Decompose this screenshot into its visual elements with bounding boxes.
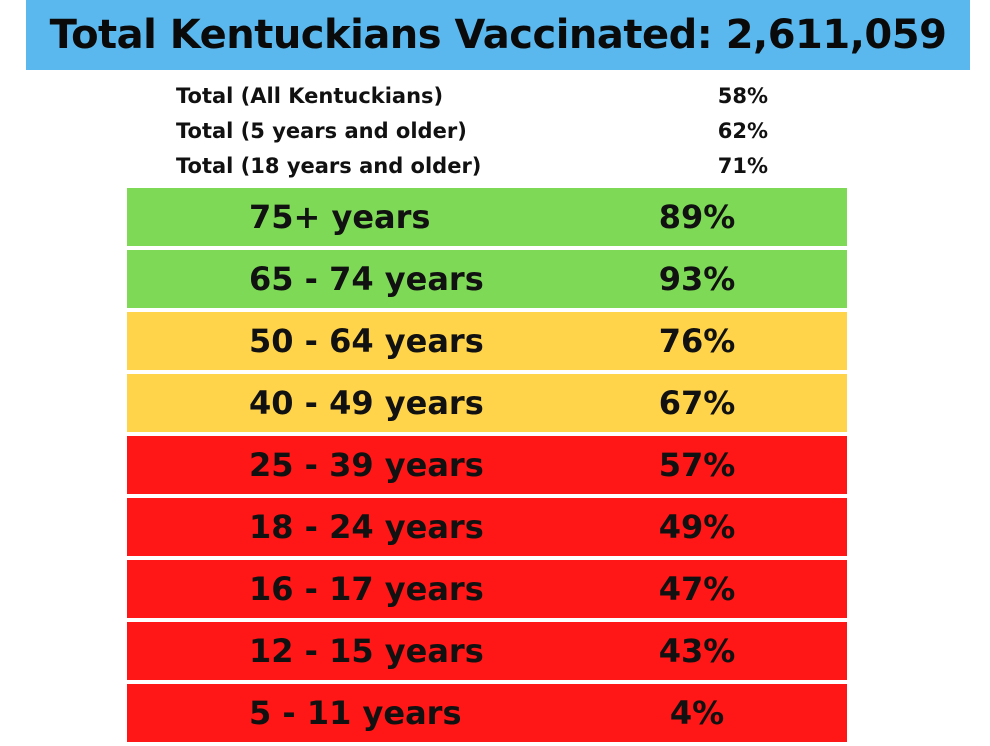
summary-label: Total (All Kentuckians) (176, 83, 444, 108)
age-group-row: 65 - 74 years 93% (127, 250, 847, 308)
age-group-label: 18 - 24 years (249, 508, 484, 546)
age-group-label: 65 - 74 years (249, 260, 484, 298)
age-group-percent: 76% (658, 322, 736, 360)
summary-label: Total (5 years and older) (176, 118, 467, 143)
age-group-label: 25 - 39 years (249, 446, 484, 484)
age-group-percent: 49% (658, 508, 736, 546)
age-group-row: 18 - 24 years 49% (127, 498, 847, 556)
age-group-percent: 57% (658, 446, 736, 484)
age-group-percent: 47% (658, 570, 736, 608)
summary-value: 62% (717, 118, 768, 143)
summary-value: 71% (717, 153, 768, 178)
age-group-row: 75+ years 89% (127, 188, 847, 246)
age-group-percent: 67% (658, 384, 736, 422)
title-banner: Total Kentuckians Vaccinated: 2,611,059 (26, 0, 970, 70)
page-title: Total Kentuckians Vaccinated: 2,611,059 (49, 12, 947, 58)
age-group-row: 25 - 39 years 57% (127, 436, 847, 494)
age-group-percent: 89% (658, 198, 736, 236)
summary-row: Total (18 years and older) 71% (176, 148, 776, 183)
age-group-row: 5 - 11 years 4% (127, 684, 847, 742)
age-group-label: 75+ years (249, 198, 431, 236)
age-group-label: 16 - 17 years (249, 570, 484, 608)
age-group-row: 50 - 64 years 76% (127, 312, 847, 370)
age-group-label: 12 - 15 years (249, 632, 484, 670)
age-group-label: 5 - 11 years (249, 694, 462, 732)
age-group-percent: 4% (669, 694, 725, 732)
summary-row: Total (5 years and older) 62% (176, 113, 776, 148)
age-group-row: 12 - 15 years 43% (127, 622, 847, 680)
summary-label: Total (18 years and older) (176, 153, 482, 178)
age-group-percent: 93% (658, 260, 736, 298)
summary-value: 58% (717, 83, 768, 108)
summary-totals: Total (All Kentuckians) 58% Total (5 yea… (176, 78, 776, 183)
age-group-row: 40 - 49 years 67% (127, 374, 847, 432)
age-group-table: 75+ years 89% 65 - 74 years 93% 50 - 64 … (127, 188, 847, 746)
summary-row: Total (All Kentuckians) 58% (176, 78, 776, 113)
age-group-row: 16 - 17 years 47% (127, 560, 847, 618)
age-group-percent: 43% (658, 632, 736, 670)
age-group-label: 40 - 49 years (249, 384, 484, 422)
age-group-label: 50 - 64 years (249, 322, 484, 360)
